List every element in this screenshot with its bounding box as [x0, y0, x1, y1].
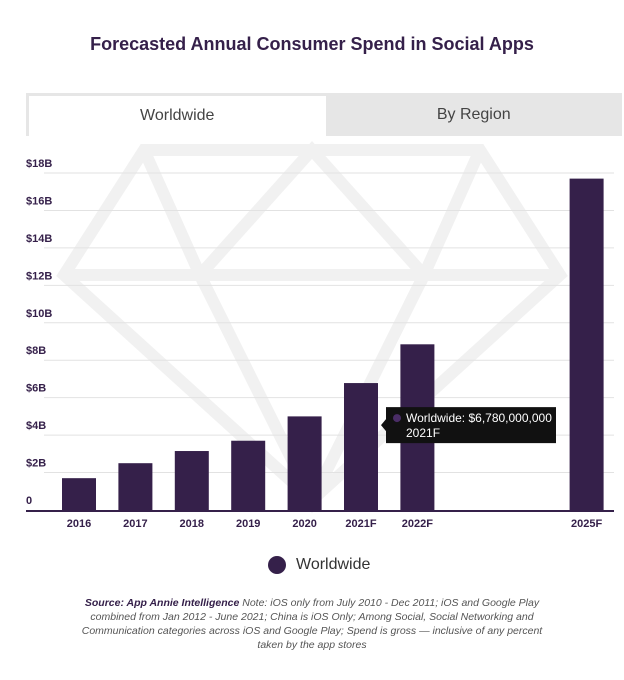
bar[interactable]	[344, 383, 378, 510]
x-tick-label: 2021F	[345, 518, 376, 530]
tooltip-box	[381, 407, 556, 444]
x-tick-label: 2025F	[571, 518, 602, 530]
note-text: Note: iOS only from July 2010 - Dec 2011…	[81, 597, 543, 651]
y-tick-label: $16B	[26, 195, 52, 207]
chart-title: Forecasted Annual Consumer Spend in Soci…	[90, 34, 534, 54]
tooltip-value: Worldwide: $6,780,000,000	[406, 411, 552, 425]
x-tick-label: 2018	[180, 518, 204, 530]
y-tick-label: $10B	[26, 308, 52, 320]
bar[interactable]	[287, 416, 322, 510]
tab-worldwide[interactable]: Worldwide	[26, 93, 326, 136]
source-label: Source: App Annie Intelligence	[84, 597, 240, 609]
bar[interactable]	[62, 478, 96, 510]
tab-bar: Worldwide By Region	[26, 93, 622, 136]
bar-chart: 0 $2B $4B $6B $8B $10B $12B $14B $16B $18B 2016 201…	[26, 141, 614, 530]
y-tick-label: 0	[26, 495, 32, 507]
y-tick-label: $8B	[26, 345, 46, 357]
x-tick-label: 2020	[292, 518, 316, 530]
x-tick-label: 2016	[67, 518, 91, 530]
x-tick-label: 2017	[123, 518, 147, 530]
x-tick-label: 2022F	[402, 518, 433, 530]
y-tick-label: $2B	[26, 458, 46, 470]
tab-by-region[interactable]: By Region	[436, 105, 511, 123]
y-tick-label: $18B	[26, 158, 52, 170]
tooltip-marker	[393, 414, 401, 423]
bar[interactable]	[569, 178, 604, 510]
x-tick-label: 2019	[236, 518, 260, 530]
legend-label: Worldwide	[296, 556, 371, 573]
legend-swatch	[268, 556, 286, 574]
legend[interactable]: Worldwide	[268, 556, 370, 574]
y-tick-label: $14B	[26, 233, 52, 245]
bar[interactable]	[174, 451, 209, 510]
y-tick-label: $6B	[26, 383, 46, 395]
y-tick-label: $12B	[26, 270, 52, 282]
source-note: Source: App Annie Intelligence Note: iOS…	[70, 596, 554, 652]
y-tick-label: $4B	[26, 420, 46, 432]
tooltip-category: 2021F	[406, 426, 440, 440]
bar[interactable]	[118, 463, 153, 510]
bar[interactable]	[231, 440, 266, 510]
